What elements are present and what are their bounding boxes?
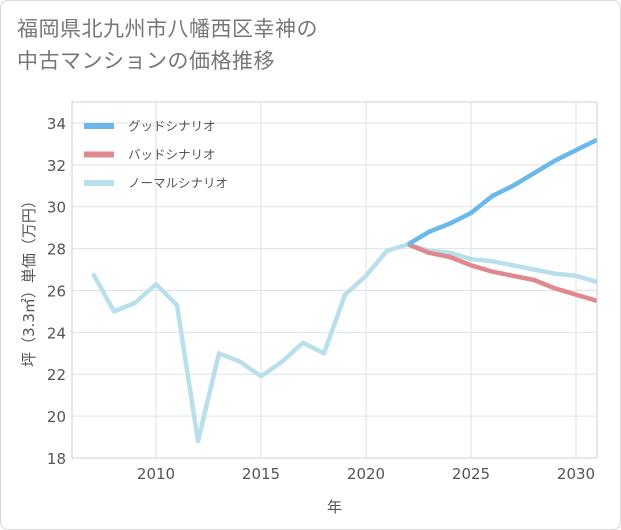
y-tick-label: 18 (47, 450, 66, 468)
y-axis-title: 坪（3.3㎡）単価（万円） (20, 193, 38, 367)
series-line-1 (407, 242, 598, 304)
series-line-2 (91, 242, 598, 444)
x-tick-label: 2020 (347, 465, 385, 483)
chart-title-line-1: 福岡県北九州市八幡西区幸神の (17, 17, 318, 41)
chart-title-line-2: 中古マンションの価格推移 (17, 49, 275, 73)
y-tick-label: 22 (47, 366, 66, 384)
chart-title: 福岡県北九州市八幡西区幸神の 中古マンションの価格推移 (17, 13, 318, 77)
series-line-0 (406, 137, 599, 247)
x-tick-label: 2025 (452, 465, 490, 483)
y-tick-label: 28 (47, 241, 66, 259)
x-tick-label: 2010 (137, 465, 175, 483)
y-tick-label: 30 (47, 199, 66, 217)
axes: 18 20 22 24 26 28 30 32 34 2010 2015 2020 2025 2030 (47, 101, 598, 483)
legend-label-2: ノーマルシナリオ (128, 176, 228, 191)
y-tick-label: 34 (47, 115, 66, 133)
legend-label-1: バッドシナリオ (128, 147, 216, 162)
plot-area-border (71, 101, 598, 459)
x-axis-title: 年 (327, 498, 342, 516)
series-lines (91, 137, 599, 444)
y-tick-label: 20 (47, 408, 66, 426)
x-tick-label: 2015 (242, 465, 280, 483)
y-tick-label: 24 (47, 324, 66, 342)
y-tick-label: 32 (47, 157, 66, 175)
x-tick-label: 2030 (557, 465, 595, 483)
y-tick-label: 26 (47, 282, 66, 300)
legend-label-0: グッドシナリオ (128, 119, 216, 134)
